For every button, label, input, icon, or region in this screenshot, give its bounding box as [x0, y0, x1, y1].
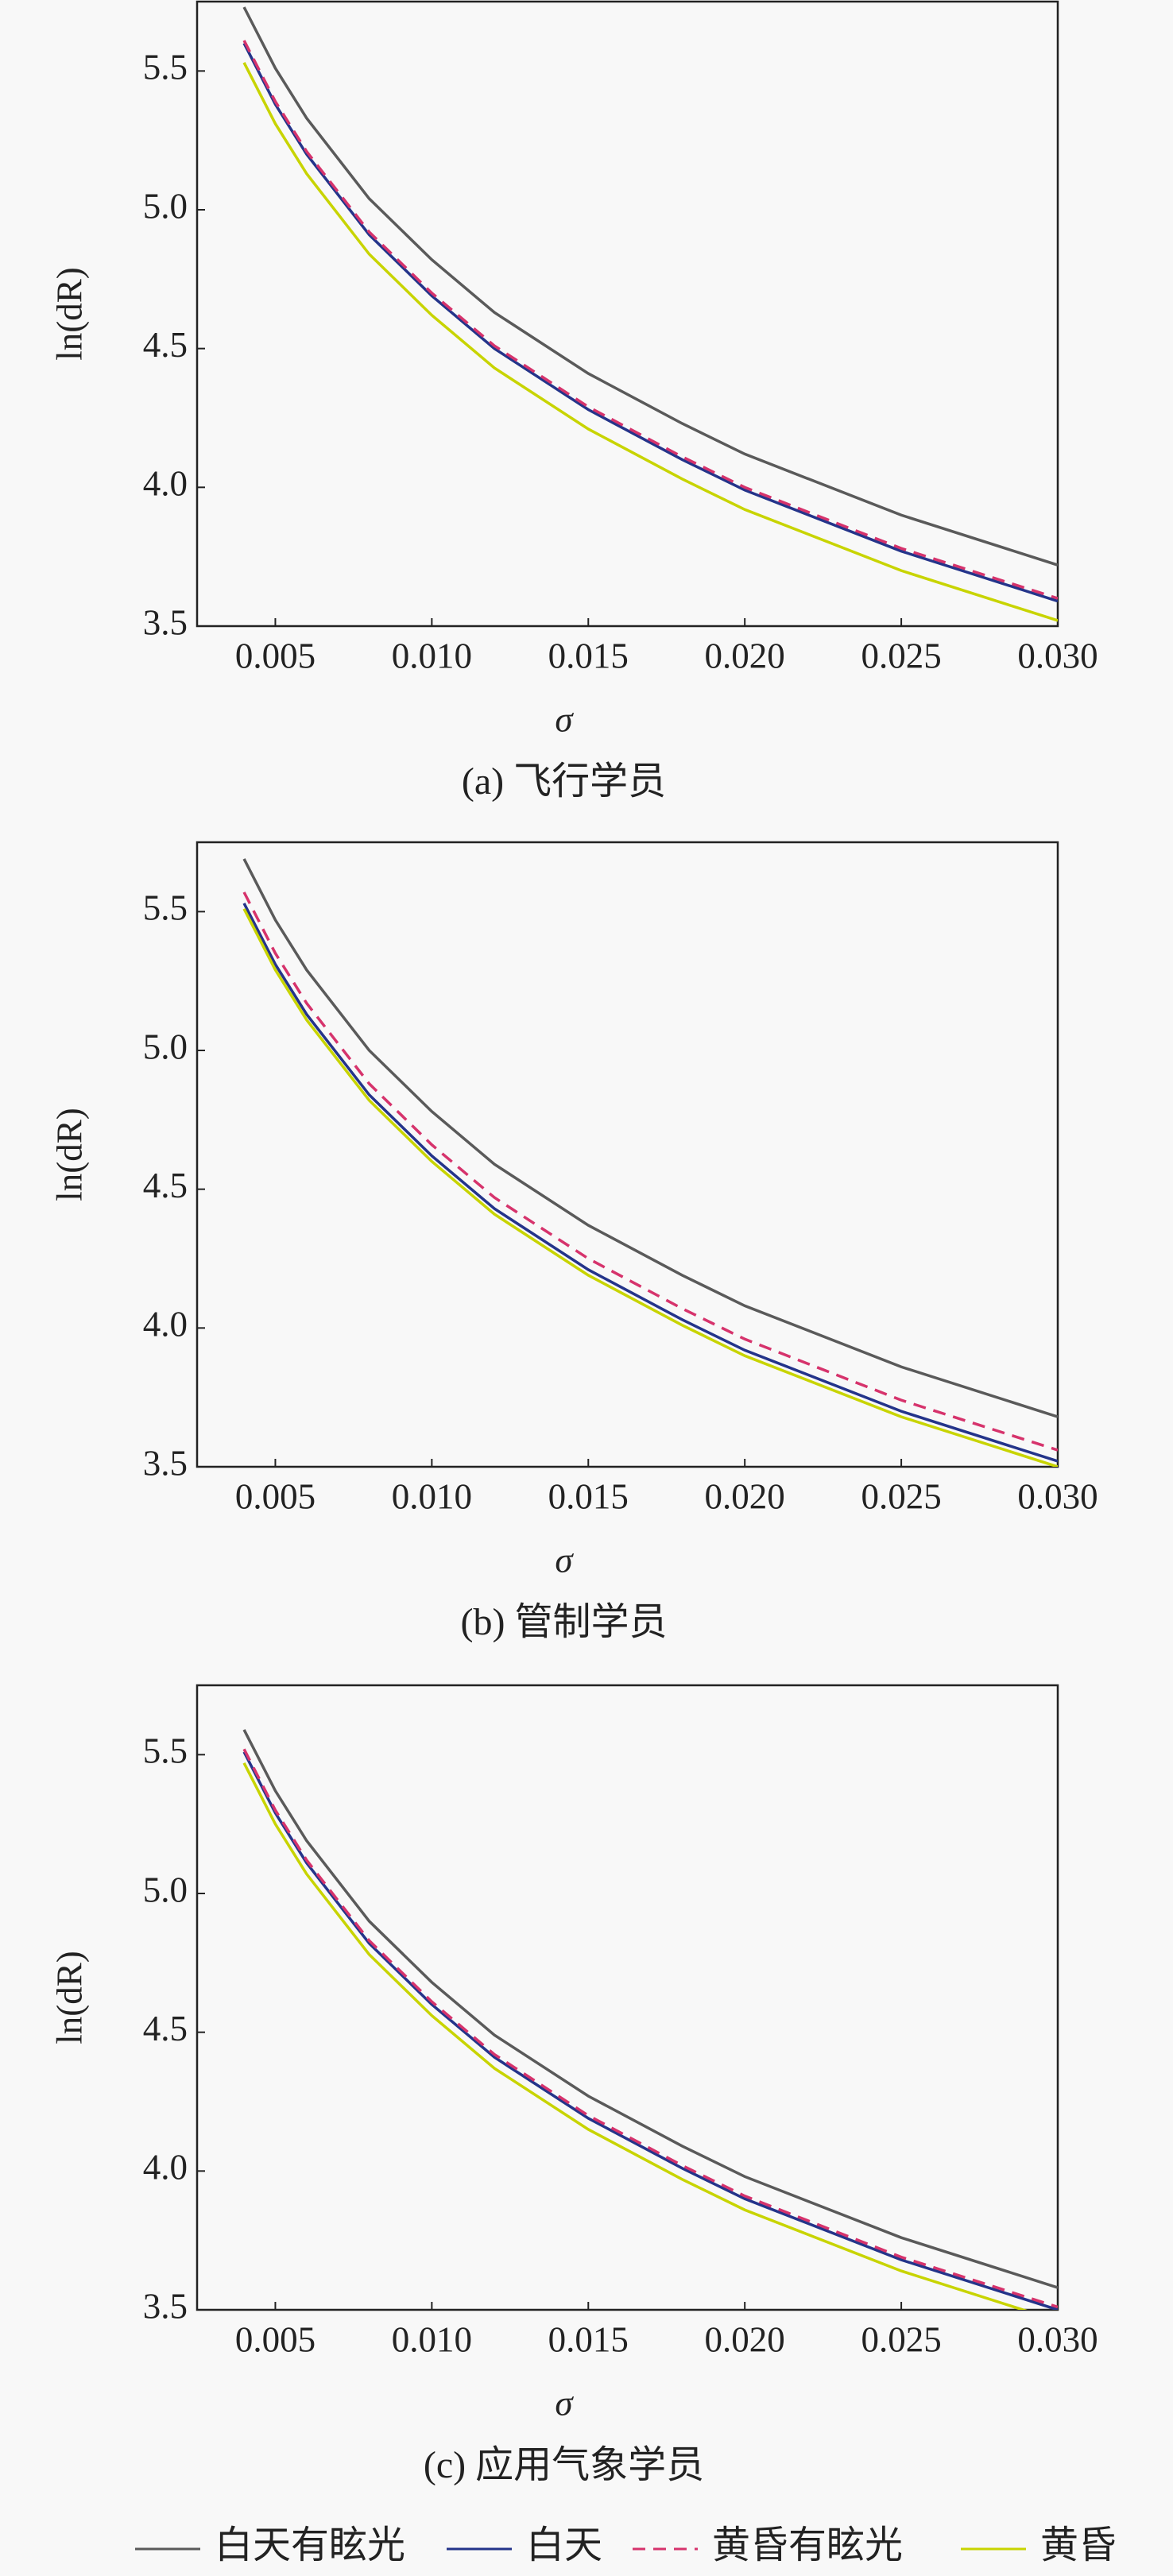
- x-tick-label: 0.015: [548, 636, 629, 675]
- y-tick-label: 3.5: [143, 2286, 188, 2326]
- series-line: [242, 62, 1058, 622]
- x-tick-label: 0.025: [861, 2319, 941, 2359]
- x-tick-label: 0.010: [392, 2319, 472, 2359]
- legend-label: 白天有眩光: [215, 2524, 405, 2566]
- y-tick-label: 3.5: [143, 1443, 188, 1483]
- plot-frame: [196, 841, 1059, 1468]
- x-tick-label: 0.005: [235, 2319, 316, 2359]
- y-tick-label: 5.5: [143, 888, 188, 928]
- x-axis-label: σ: [555, 2383, 574, 2423]
- y-tick-label: 5.0: [143, 186, 188, 226]
- series-line: [242, 42, 1058, 603]
- y-tick-label: 5.5: [143, 1731, 188, 1771]
- x-tick-label: 0.025: [861, 1476, 941, 1516]
- x-tick-label: 0.005: [235, 1476, 316, 1516]
- legend-label: 黄昏有眩光: [712, 2524, 903, 2566]
- x-tick-label: 0.025: [861, 636, 941, 675]
- x-tick-label: 0.015: [548, 2319, 629, 2359]
- y-axis-label: ln(dR): [49, 1108, 89, 1201]
- series-line: [242, 1729, 1058, 2289]
- y-tick-label: 4.5: [143, 325, 188, 365]
- x-tick-label: 0.010: [392, 636, 472, 675]
- series-line: [242, 1762, 1028, 2310]
- x-axis-label: σ: [555, 699, 574, 739]
- legend-label: 黄昏: [1040, 2524, 1117, 2566]
- plot-frame: [196, 1684, 1059, 2311]
- y-tick-label: 5.0: [143, 1027, 188, 1066]
- y-tick-label: 4.0: [143, 464, 188, 504]
- y-axis-label: ln(dR): [49, 267, 89, 361]
- x-tick-label: 0.005: [235, 636, 316, 675]
- series-line: [242, 1751, 1058, 2310]
- x-tick-label: 0.030: [1017, 2319, 1098, 2359]
- series-line: [242, 908, 1058, 1467]
- y-tick-label: 4.5: [143, 1166, 188, 1205]
- legend-label: 白天: [526, 2524, 602, 2566]
- y-tick-label: 4.0: [143, 2148, 188, 2187]
- series-line: [242, 6, 1058, 567]
- caption: (b) 管制学员: [461, 1601, 668, 1643]
- x-tick-label: 0.020: [705, 1476, 785, 1516]
- series-line: [242, 1748, 1058, 2309]
- y-tick-label: 4.0: [143, 1305, 188, 1344]
- y-tick-label: 4.5: [143, 2009, 188, 2048]
- y-tick-label: 3.5: [143, 602, 188, 642]
- x-tick-label: 0.030: [1017, 1476, 1098, 1516]
- y-axis-label: ln(dR): [49, 1951, 89, 2044]
- series-line: [242, 858, 1058, 1418]
- caption: (c) 应用气象学员: [424, 2444, 704, 2486]
- x-tick-label: 0.020: [705, 636, 785, 675]
- caption: (a) 飞行学员: [462, 760, 666, 803]
- series-line: [242, 892, 1058, 1452]
- x-tick-label: 0.010: [392, 1476, 472, 1516]
- y-tick-label: 5.0: [143, 1870, 188, 1909]
- x-tick-label: 0.015: [548, 1476, 629, 1516]
- x-axis-label: σ: [555, 1540, 574, 1580]
- x-tick-label: 0.020: [705, 2319, 785, 2359]
- x-tick-label: 0.030: [1017, 636, 1098, 675]
- y-tick-label: 5.5: [143, 48, 188, 87]
- plot-frame: [196, 0, 1059, 628]
- series-line: [242, 903, 1058, 1463]
- series-line: [242, 40, 1058, 600]
